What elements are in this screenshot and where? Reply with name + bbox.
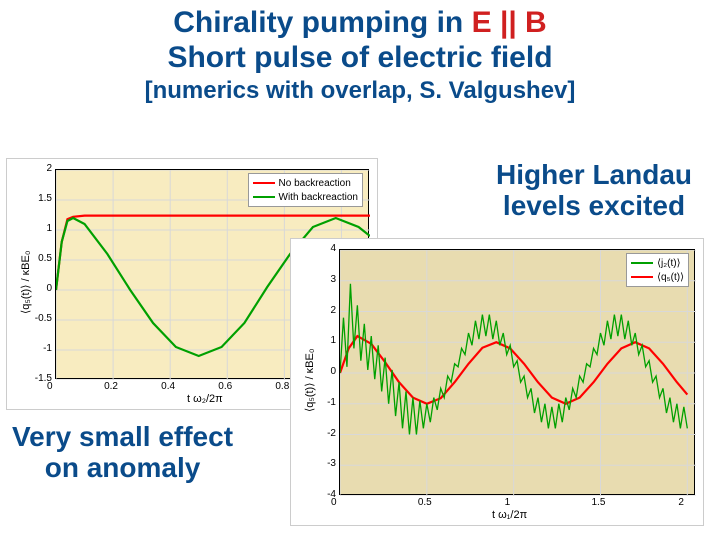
ytick: 1 xyxy=(46,223,52,234)
xtick: 0.6 xyxy=(218,381,232,392)
ytick: 0.5 xyxy=(38,253,52,264)
title-plain: Chirality pumping in xyxy=(173,6,471,39)
ytick: 1 xyxy=(330,335,336,346)
ytick: 1.5 xyxy=(38,193,52,204)
ytick: 0 xyxy=(330,366,336,377)
annotation-right-line1: Higher Landau xyxy=(496,160,692,191)
xtick: 2 xyxy=(678,497,684,508)
legend: ⟨j₂(t)⟩ ⟨q₅(t)⟩ xyxy=(626,253,689,287)
title-line-2: Short pulse of electric field xyxy=(0,41,720,76)
ytick: 2 xyxy=(330,305,336,316)
ylabel: ⟨q₅(t)⟩ / κBE₀ xyxy=(19,251,32,314)
xlabel: t ω₁/2π xyxy=(492,509,527,521)
legend-swatch xyxy=(631,276,653,278)
subtitle: [numerics with overlap, S. Valgushev] xyxy=(0,77,720,105)
ytick: 2 xyxy=(46,163,52,174)
annotation-right-line2: levels excited xyxy=(496,191,692,222)
legend-swatch xyxy=(631,262,653,264)
ytick: 3 xyxy=(330,274,336,285)
title-block: Chirality pumping in E || B Short pulse … xyxy=(0,0,720,105)
ytick: -2 xyxy=(327,428,336,439)
title-red: E || B xyxy=(472,6,547,39)
legend-item: ⟨q₅(t)⟩ xyxy=(631,270,684,284)
annotation-left-line2: on anomaly xyxy=(12,453,233,484)
ytick: -3 xyxy=(327,458,336,469)
legend-label: ⟨q₅(t)⟩ xyxy=(657,272,684,283)
ytick: -0.5 xyxy=(35,313,52,324)
xtick: 0.2 xyxy=(104,381,118,392)
annotation-left-line1: Very small effect xyxy=(12,422,233,453)
ytick: -4 xyxy=(327,489,336,500)
legend-label: No backreaction xyxy=(279,178,351,189)
xtick: 0.4 xyxy=(161,381,175,392)
ytick: 0 xyxy=(46,283,52,294)
legend-label: With backreaction xyxy=(279,192,358,203)
legend-swatch xyxy=(253,182,275,184)
legend-swatch xyxy=(253,196,275,198)
annotation-higher-landau: Higher Landau levels excited xyxy=(496,160,692,222)
ytick: 4 xyxy=(330,243,336,254)
xtick: 0.5 xyxy=(418,497,432,508)
xlabel: t ω₂/2π xyxy=(187,393,223,405)
legend-item: ⟨j₂(t)⟩ xyxy=(631,256,684,270)
legend: No backreaction With backreaction xyxy=(248,173,363,207)
ytick: -1.5 xyxy=(35,373,52,384)
title-line-1: Chirality pumping in E || B xyxy=(0,6,720,41)
ylabel: ⟨q₅(t)⟩ / κBE₀ xyxy=(303,349,316,412)
xtick: 0.8 xyxy=(275,381,289,392)
annotation-small-effect: Very small effect on anomaly xyxy=(12,422,233,484)
legend-item: No backreaction xyxy=(253,176,358,190)
xtick: 1 xyxy=(505,497,511,508)
ytick: -1 xyxy=(327,397,336,408)
legend-label: ⟨j₂(t)⟩ xyxy=(657,258,680,269)
ytick: -1 xyxy=(43,343,52,354)
chart-landau-levels: 00.511.52-4-3-2-101234t ω₁/2π⟨q₅(t)⟩ / κ… xyxy=(290,238,704,526)
xtick: 1.5 xyxy=(591,497,605,508)
legend-item: With backreaction xyxy=(253,190,358,204)
